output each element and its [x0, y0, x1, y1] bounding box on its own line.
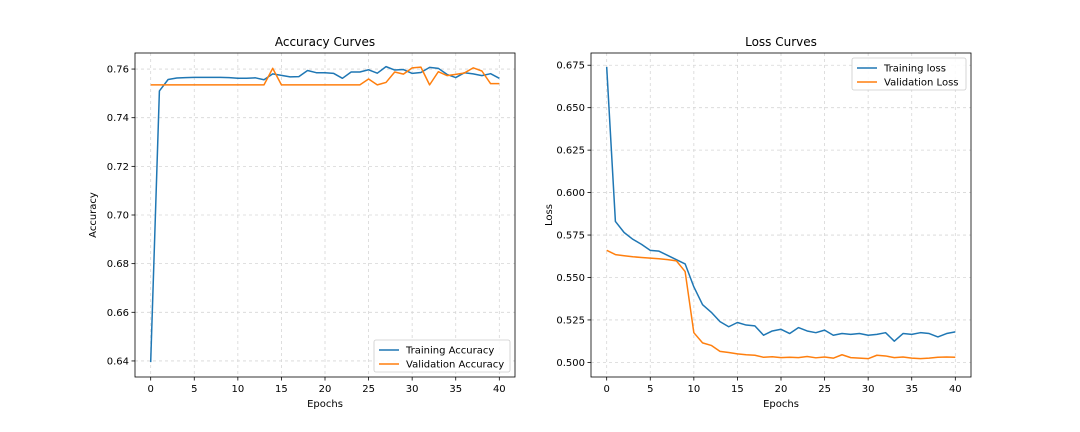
loss-y-tick-label: 0.675 [556, 61, 585, 72]
accuracy-x-tick-label: 40 [493, 384, 506, 395]
loss-x-tick-label: 5 [647, 384, 653, 395]
loss-x-tick-label: 0 [604, 384, 610, 395]
accuracy-y-tick-label: 0.66 [107, 308, 129, 319]
accuracy-legend-label-validation: Validation Accuracy [406, 360, 504, 371]
accuracy-x-tick-label: 20 [319, 384, 332, 395]
loss-legend-label-training: Training loss [883, 64, 946, 75]
loss-x-tick-label: 15 [731, 384, 744, 395]
loss-x-tick-label: 20 [775, 384, 788, 395]
loss-y-ticks: 0.500 0.525 0.550 0.575 0.600 0.625 0.650 0.675 [556, 61, 591, 369]
accuracy-x-tick-label: 0 [148, 384, 154, 395]
loss-x-tick-label: 35 [905, 384, 918, 395]
loss-y-tick-label: 0.575 [556, 231, 585, 242]
accuracy-chart: 0 5 10 15 20 25 30 35 40 0.64 0.66 0.68 0.70 0.72 0.7… [88, 35, 516, 410]
accuracy-grid [135, 53, 515, 377]
accuracy-y-ticks: 0.64 0.66 0.68 0.70 0.72 0.74 0.76 [107, 65, 135, 367]
loss-y-tick-label: 0.650 [556, 103, 585, 114]
loss-x-axis-label: Epochs [763, 399, 799, 410]
accuracy-y-tick-label: 0.64 [107, 356, 129, 367]
accuracy-x-tick-label: 30 [406, 384, 419, 395]
accuracy-series-line-training [149, 65, 500, 363]
loss-x-tick-label: 30 [862, 384, 875, 395]
loss-series-lines [605, 66, 956, 360]
accuracy-x-ticks: 0 5 10 15 20 25 30 35 40 [148, 377, 506, 395]
loss-chart-title: Loss Curves [745, 35, 817, 49]
accuracy-y-tick-label: 0.72 [107, 162, 129, 173]
accuracy-x-tick-label: 15 [275, 384, 288, 395]
accuracy-series-lines [149, 65, 500, 363]
accuracy-legend: Training Accuracy Validation Accuracy [373, 339, 511, 373]
loss-x-ticks: 0 5 10 15 20 25 30 35 40 [604, 377, 962, 395]
accuracy-x-tick-label: 10 [231, 384, 244, 395]
accuracy-y-tick-label: 0.70 [107, 211, 129, 222]
accuracy-legend-box [373, 339, 511, 373]
loss-y-tick-label: 0.625 [556, 146, 585, 157]
loss-chart: 0 5 10 15 20 25 30 35 40 0.500 0.525 0.550 0.575 0.6… [544, 35, 972, 410]
loss-series-line-training [605, 66, 956, 342]
accuracy-x-tick-label: 35 [449, 384, 462, 395]
accuracy-series-line-validation [150, 66, 500, 86]
accuracy-y-axis-label: Accuracy [88, 192, 99, 238]
accuracy-y-tick-label: 0.76 [107, 65, 129, 76]
loss-y-tick-label: 0.525 [556, 315, 585, 326]
loss-x-tick-label: 10 [687, 384, 700, 395]
loss-y-tick-label: 0.600 [556, 188, 585, 199]
accuracy-y-tick-label: 0.74 [107, 113, 129, 124]
accuracy-x-axis-label: Epochs [307, 399, 343, 410]
accuracy-x-tick-label: 5 [191, 384, 197, 395]
loss-x-tick-label: 25 [818, 384, 831, 395]
loss-legend: Training loss Validation Loss [851, 57, 967, 91]
loss-legend-label-validation: Validation Loss [884, 78, 959, 89]
accuracy-legend-label-training: Training Accuracy [405, 346, 494, 357]
loss-x-tick-label: 40 [949, 384, 962, 395]
loss-legend-box [851, 57, 967, 91]
accuracy-x-tick-label: 25 [362, 384, 375, 395]
loss-y-axis-label: Loss [544, 204, 555, 226]
loss-grid [591, 53, 971, 377]
loss-y-tick-label: 0.550 [556, 273, 585, 284]
accuracy-y-tick-label: 0.68 [107, 259, 129, 270]
loss-y-tick-label: 0.500 [556, 358, 585, 369]
accuracy-chart-title: Accuracy Curves [275, 35, 375, 49]
loss-series-line-validation [606, 249, 956, 360]
